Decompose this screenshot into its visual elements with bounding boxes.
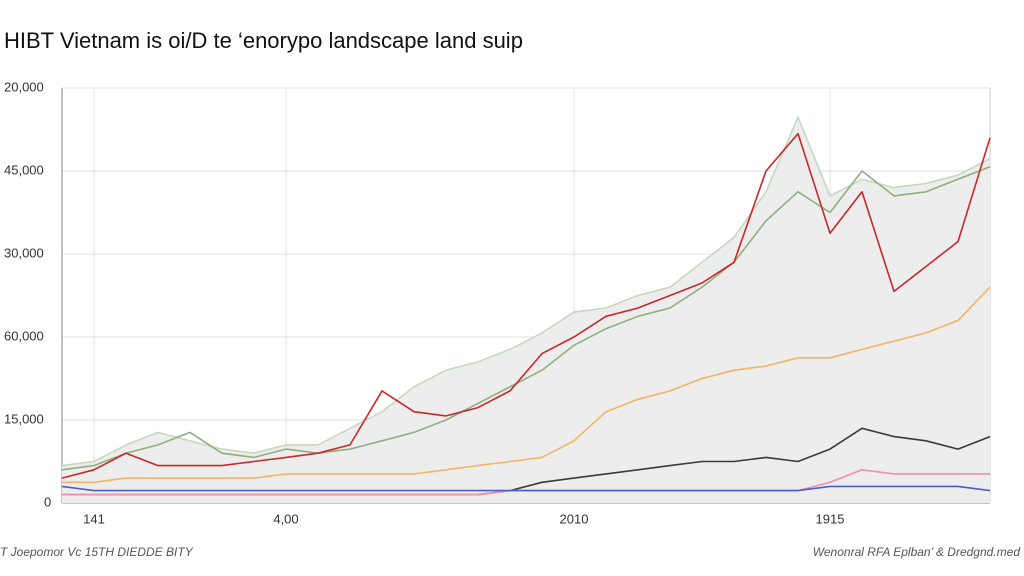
series-line (61, 132, 991, 479)
series-line (61, 116, 991, 467)
y-tick-label: 0 (44, 494, 51, 509)
footer-right: Wenonral RFA Eplban’ & Dredgnd.med (813, 545, 1021, 559)
y-tick-label: 45,000 (4, 162, 44, 177)
y-tick-label: 60,000 (4, 328, 44, 343)
series-line (61, 166, 991, 471)
x-tick-label: 141 (83, 511, 105, 526)
y-tick-label: 20,000 (4, 79, 44, 94)
series-line (61, 485, 991, 492)
y-tick-label: 15,000 (4, 411, 44, 426)
x-tick-label: 2010 (560, 511, 589, 526)
chart-title: HIBT Vietnam is oi/D te ‘enorypo landsca… (4, 28, 523, 53)
x-tick-label: 1915 (816, 511, 845, 526)
y-tick-label: 30,000 (4, 245, 44, 260)
area (62, 117, 990, 503)
footer-left: T Joepomor Vc 15TH DIEDDE BITY (0, 545, 194, 559)
series-line (62, 286, 991, 484)
x-tick-label: 4,00 (273, 511, 298, 526)
